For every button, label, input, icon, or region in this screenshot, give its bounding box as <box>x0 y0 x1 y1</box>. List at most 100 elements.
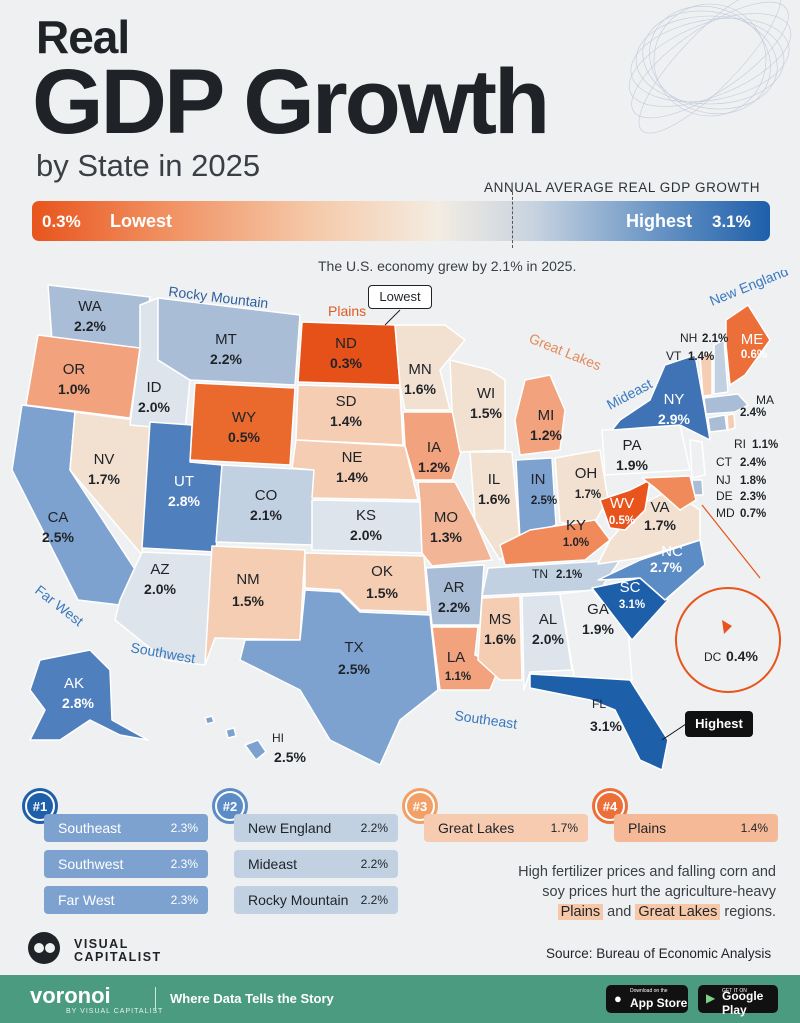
rank-item-name: Southeast <box>58 820 122 836</box>
state-ri[interactable] <box>726 413 736 431</box>
state-value-ga: 1.9% <box>582 621 614 637</box>
state-label-fl: FL <box>592 697 606 711</box>
state-in[interactable] <box>515 457 557 541</box>
state-value-il: 1.6% <box>478 491 510 507</box>
state-label-nd: ND <box>335 335 357 352</box>
state-wi[interactable] <box>449 359 506 453</box>
state-hi[interactable] <box>204 715 267 761</box>
dc-label: DC <box>704 650 722 664</box>
state-label-tx: TX <box>344 639 363 656</box>
state-nj[interactable] <box>689 439 706 479</box>
rank-1-item-southwest: Southwest 2.3% <box>44 850 208 878</box>
google-play-button[interactable]: ▶ GET IT ON Google Play <box>698 985 778 1017</box>
state-value-mi: 1.2% <box>530 427 562 443</box>
source-credit: Source: Bureau of Economic Analysis <box>546 946 772 961</box>
state-oh[interactable] <box>554 449 609 531</box>
state-ga[interactable] <box>559 589 633 683</box>
legend-low-value: 0.3% <box>42 212 81 231</box>
rank-2-item-rocky-mountain: Rocky Mountain 2.2% <box>234 886 398 914</box>
state-value-nc: 2.7% <box>650 559 682 575</box>
rank-item-name: Great Lakes <box>438 820 515 836</box>
state-value-nm: 1.5% <box>232 593 264 609</box>
state-label-oh: OH <box>575 465 598 482</box>
state-label-nv: NV <box>94 451 115 468</box>
region-plains: Plains <box>328 303 366 319</box>
us-state-map: DC 0.4% Rocky Mountain Plains Great Lake… <box>11 270 790 771</box>
state-label-nh: NH <box>680 331 697 345</box>
state-value-tn: 2.1% <box>556 569 582 581</box>
region-southeast: Southeast <box>454 707 519 732</box>
state-ma[interactable] <box>703 393 749 415</box>
state-value-va: 1.7% <box>644 517 676 533</box>
note-highlight-plains: Plains <box>557 904 604 920</box>
state-or[interactable] <box>25 334 141 419</box>
state-nh[interactable] <box>713 339 729 395</box>
state-fl[interactable] <box>529 673 669 771</box>
state-label-de: DE <box>716 489 733 503</box>
state-vt[interactable] <box>699 351 713 397</box>
state-dc[interactable] <box>722 620 732 634</box>
state-label-ky: KY <box>566 517 586 534</box>
state-nd[interactable] <box>297 321 401 386</box>
region-great-lakes: Great Lakes <box>527 330 604 373</box>
rank-2-badge: #2 <box>212 788 248 824</box>
visual-capitalist-wordmark: VISUAL CAPITALIST <box>74 938 162 964</box>
visual-capitalist-logo-icon <box>28 932 60 964</box>
state-label-mt: MT <box>215 331 237 348</box>
state-tx[interactable] <box>239 589 439 766</box>
state-value-wy: 0.5% <box>228 429 260 445</box>
state-sd[interactable] <box>295 384 404 446</box>
note-end: regions. <box>724 904 776 920</box>
state-label-wy: WY <box>232 409 256 426</box>
state-value-ma: 2.4% <box>740 407 766 419</box>
state-sc[interactable] <box>591 577 669 641</box>
title-line-1: Real <box>36 11 130 63</box>
state-co[interactable] <box>215 464 317 546</box>
rank-2-label: #2 <box>217 793 243 819</box>
state-value-or: 1.0% <box>58 381 90 397</box>
state-value-sd: 1.4% <box>330 413 362 429</box>
state-value-wa: 2.2% <box>74 318 106 334</box>
legend-high-label: Highest <box>626 211 693 231</box>
state-value-wi: 1.5% <box>470 405 502 421</box>
state-value-ut: 2.8% <box>168 493 200 509</box>
state-label-hi: HI <box>272 731 284 745</box>
state-ct[interactable] <box>707 414 728 433</box>
state-wv[interactable] <box>599 479 651 531</box>
state-label-sc: SC <box>620 579 641 596</box>
state-value-ok: 1.5% <box>366 585 398 601</box>
voronoi-brand[interactable]: voronoi <box>30 983 111 1008</box>
state-ny[interactable] <box>611 354 711 441</box>
state-nm[interactable] <box>204 545 306 666</box>
state-label-il: IL <box>488 471 501 488</box>
state-value-co: 2.1% <box>250 507 282 523</box>
lowest-leader <box>384 309 401 326</box>
rank-item-value: 2.2% <box>360 857 388 871</box>
state-label-ut: UT <box>174 473 194 490</box>
state-mt[interactable] <box>157 297 301 386</box>
state-label-vt: VT <box>666 349 682 363</box>
state-value-al: 2.0% <box>532 631 564 647</box>
state-value-ny: 2.9% <box>658 411 690 427</box>
state-mo[interactable] <box>417 481 493 567</box>
rank-item-value: 1.7% <box>550 821 578 835</box>
state-md[interactable] <box>641 475 697 511</box>
page-subtitle: by State in 2025 <box>36 148 261 183</box>
state-ak[interactable] <box>29 649 149 741</box>
state-label-md: MD <box>716 506 735 520</box>
state-al[interactable] <box>521 593 573 691</box>
state-ms[interactable] <box>477 595 523 681</box>
state-mn[interactable] <box>394 324 466 411</box>
rank-item-value: 2.3% <box>170 857 198 871</box>
state-label-id: ID <box>147 379 162 396</box>
state-value-ri: 1.1% <box>752 439 778 451</box>
state-nc[interactable] <box>597 539 706 601</box>
state-me[interactable] <box>725 304 771 386</box>
legend-heading: ANNUAL AVERAGE REAL GDP GROWTH <box>484 180 761 195</box>
page-title: GDP Growth <box>32 51 550 153</box>
state-label-ca: CA <box>48 509 69 526</box>
state-mi[interactable] <box>514 374 566 456</box>
app-store-button[interactable]: ● Download on the App Store <box>606 985 688 1013</box>
footer-tagline: Where Data Tells the Story <box>170 991 334 1006</box>
rank-1-item-far-west: Far West 2.3% <box>44 886 208 914</box>
